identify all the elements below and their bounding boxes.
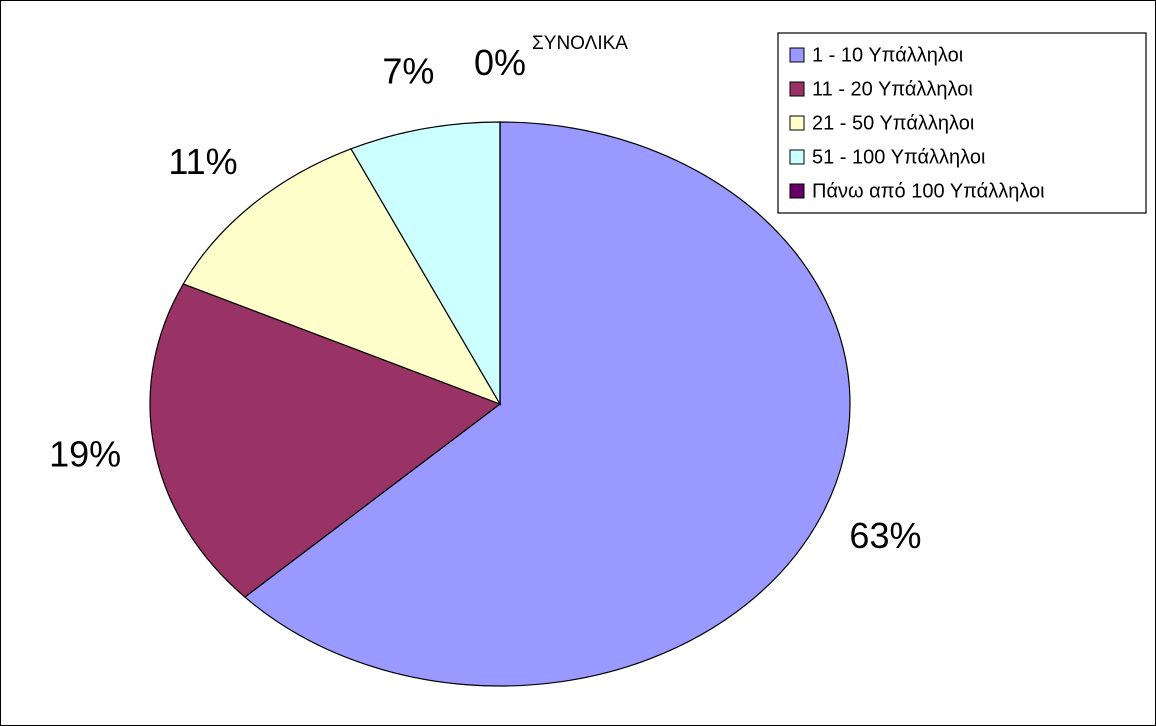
legend-box	[777, 32, 1147, 214]
data-label: 19%	[49, 433, 121, 474]
legend-label: 21 - 50 Υπάλληλοι	[812, 112, 974, 134]
legend-label: 51 - 100 Υπάλληλοι	[812, 146, 985, 168]
legend-swatch	[789, 47, 805, 63]
chart-title: ΣΥΝΟΛΙΚΑ	[532, 33, 628, 54]
data-label: 11%	[168, 141, 237, 182]
legend-swatch	[789, 149, 805, 165]
data-label: 63%	[849, 515, 921, 556]
legend-swatch	[789, 81, 805, 97]
pie-slice	[182, 148, 502, 406]
legend-swatch	[789, 183, 805, 199]
pie-slice	[243, 121, 851, 687]
legend-label: 11 - 20 Υπάλληλοι	[812, 78, 973, 100]
data-label: 0%	[474, 42, 526, 83]
pie-slice	[350, 121, 501, 407]
legend-label: 1 - 10 Υπάλληλοι	[812, 44, 963, 66]
legend-label: Πάνω από 100 Υπάλληλοι	[812, 180, 1045, 202]
data-label: 7%	[382, 50, 434, 91]
pie-slice	[149, 283, 502, 598]
legend-swatch	[789, 115, 805, 131]
